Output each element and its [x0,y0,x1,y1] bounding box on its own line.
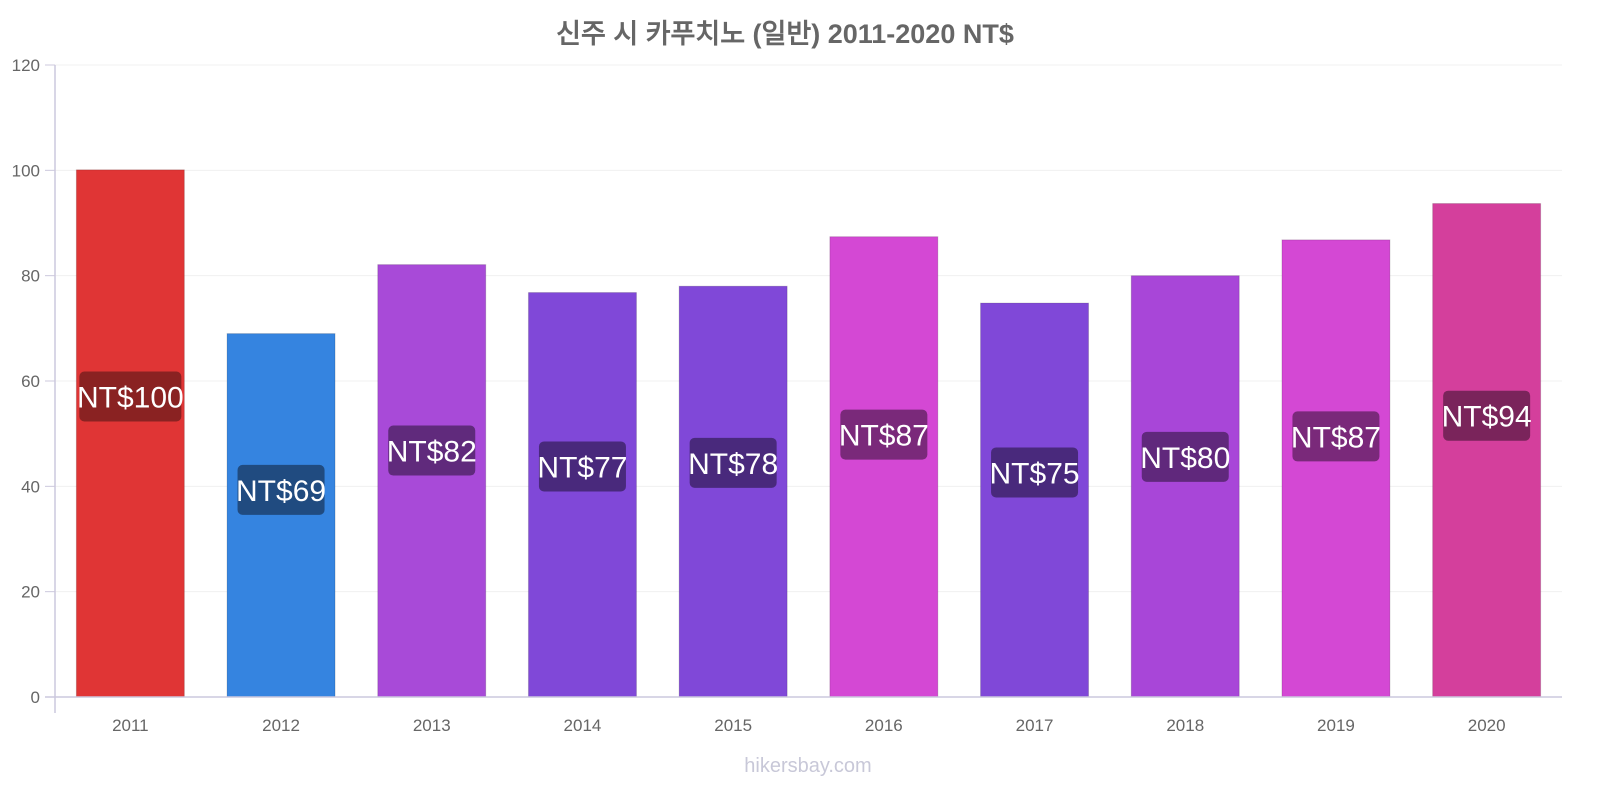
bar-2016 [829,236,939,698]
bar-2018 [1130,275,1240,698]
x-tick-label: 2013 [413,716,451,735]
x-tick-label: 2019 [1317,716,1355,735]
bar-2014 [527,292,637,698]
data-label-bg [1443,390,1531,441]
data-label: NT$82 [387,436,477,469]
data-label-bg [840,409,928,460]
x-tick-label: 2016 [865,716,903,735]
data-label-bg [388,425,476,476]
y-tick-label: 20 [21,583,40,602]
bar-2013 [377,264,487,698]
watermark: hikersbay.com [744,755,871,777]
x-tick-label: 2017 [1016,716,1054,735]
data-label-bg [538,441,626,492]
y-tick-label: 80 [21,267,40,286]
x-tick-label: 2012 [262,716,300,735]
y-tick-label: 60 [21,372,40,391]
data-label-bg [79,371,182,422]
x-tick-label: 2018 [1166,716,1204,735]
bar-2020 [1432,203,1542,698]
bar-2017 [980,302,1090,698]
data-label-bg [991,447,1079,498]
y-tick-label: 0 [31,688,40,707]
data-label: NT$87 [1291,421,1381,454]
x-tick-label: 2014 [564,716,602,735]
data-label: NT$77 [537,451,627,484]
x-tick-label: 2011 [112,716,149,735]
y-tick-label: 40 [21,477,40,496]
data-label-bg [689,437,777,488]
data-label: NT$87 [839,420,929,453]
chart-title: 신주 시 카푸치노 (일반) 2011-2020 NT$ [556,19,1014,49]
bar-2012 [226,333,336,698]
data-label-bg [1141,431,1229,482]
bar-2015 [678,285,788,698]
x-tick-label: 2015 [714,716,752,735]
data-label: NT$69 [236,475,326,508]
data-label: NT$80 [1140,442,1230,475]
data-label-bg [237,464,325,515]
data-label: NT$100 [77,381,184,414]
data-label-bg [1292,411,1380,462]
data-label: NT$94 [1442,401,1532,434]
x-tick-label: 2020 [1468,716,1506,735]
bar-2019 [1281,239,1391,698]
y-tick-label: 100 [12,161,40,180]
data-label: NT$78 [688,448,778,481]
y-tick-label: 120 [12,56,40,75]
bar-2011 [75,169,185,698]
data-label: NT$75 [990,457,1080,490]
